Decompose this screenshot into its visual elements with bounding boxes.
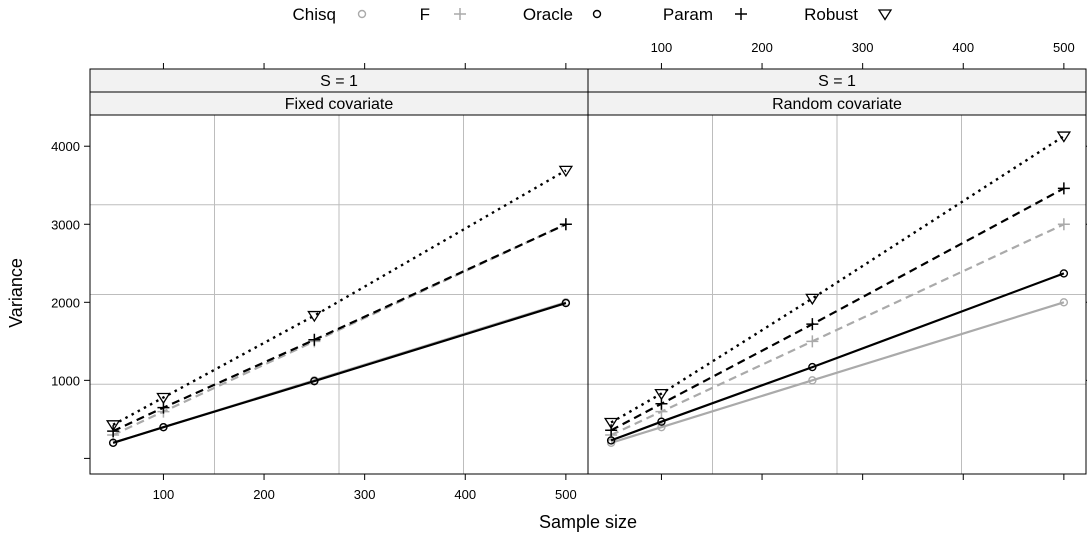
x-tick-label: 300 [354,487,376,502]
y-tick-label: 3000 [51,217,80,232]
data-point-param [806,318,819,331]
strip-bottom-label: Random covariate [772,96,902,113]
data-point-robust [156,392,171,405]
data-point-chisq [657,422,666,432]
series-line-chisq [610,301,1065,444]
data-point-oracle [108,438,118,447]
data-point-robust [805,293,820,306]
series-line-oracle [112,302,567,444]
legend-marker-oracle [592,9,602,19]
x-tick-label: 200 [253,487,275,502]
strip-top-label: S = 1 [320,73,358,90]
series-line-f [610,223,1065,436]
series-line-oracle [610,272,1065,442]
x-axis-title: Sample size [539,512,637,532]
data-point-oracle [657,417,666,426]
data-point-param [1057,182,1070,195]
strip-bottom-label: Fixed covariate [285,96,394,113]
y-tick-label: 2000 [51,295,80,310]
data-point-f [806,335,819,348]
legend-label-robust: Robust [804,5,858,24]
data-point-robust [105,420,121,432]
x-tick-label-top: 200 [751,40,773,55]
data-point-chisq [1059,298,1069,307]
data-point-robust [1056,131,1072,143]
legend-label-chisq: Chisq [293,5,336,24]
strip-top-label: S = 1 [818,73,856,90]
series-line-robust [610,135,1065,424]
data-point-param [605,424,618,437]
data-point-oracle [808,362,817,372]
series-line-param [112,223,567,433]
data-point-robust [307,310,322,323]
data-point-oracle [310,376,319,386]
data-point-oracle [159,422,168,432]
data-point-param [559,218,572,231]
y-axis-title: Variance [6,258,26,328]
plot-border [587,114,1087,475]
x-tick-label: 500 [555,487,577,502]
x-tick-label-top: 100 [651,40,673,55]
y-tick-label: 1000 [51,373,80,388]
axes: 100 200 300 400 500 100 200 300 400 500 1000 2000 30… [51,40,1087,502]
y-tick-label: 4000 [51,139,80,154]
legend-marker-chisq [357,9,367,19]
x-tick-label-top: 300 [852,40,874,55]
x-tick-label-top: 500 [1053,40,1075,55]
panels: S = 1 Fixed covariate S = 1 Random covariat… [89,68,1087,475]
data-point-oracle [1059,269,1069,278]
data-point-oracle [561,298,571,308]
data-point-param [308,333,321,346]
series-line-robust [112,169,567,426]
data-point-chisq [808,376,817,385]
legend-marker-robust [877,9,893,21]
legend-label-f: F [420,5,430,24]
legend-label-oracle: Oracle [523,5,573,24]
panel-2: S = 1 Random covariate [587,68,1087,475]
series-line-param [610,187,1065,432]
x-tick-label-top: 400 [952,40,974,55]
legend-marker-f [454,8,466,20]
x-tick-label: 400 [454,487,476,502]
series-line-f [112,223,567,436]
data-point-f [1057,218,1070,231]
data-point-robust [603,417,619,430]
legend: Chisq F Oracle Param Robust [293,5,893,24]
legend-label-param: Param [663,5,713,24]
data-point-robust [558,165,574,178]
panel-1: S = 1 Fixed covariate [89,68,589,475]
data-point-robust [654,388,669,401]
x-tick-label: 100 [153,487,175,502]
legend-marker-param [735,8,747,20]
data-point-oracle [606,436,616,445]
